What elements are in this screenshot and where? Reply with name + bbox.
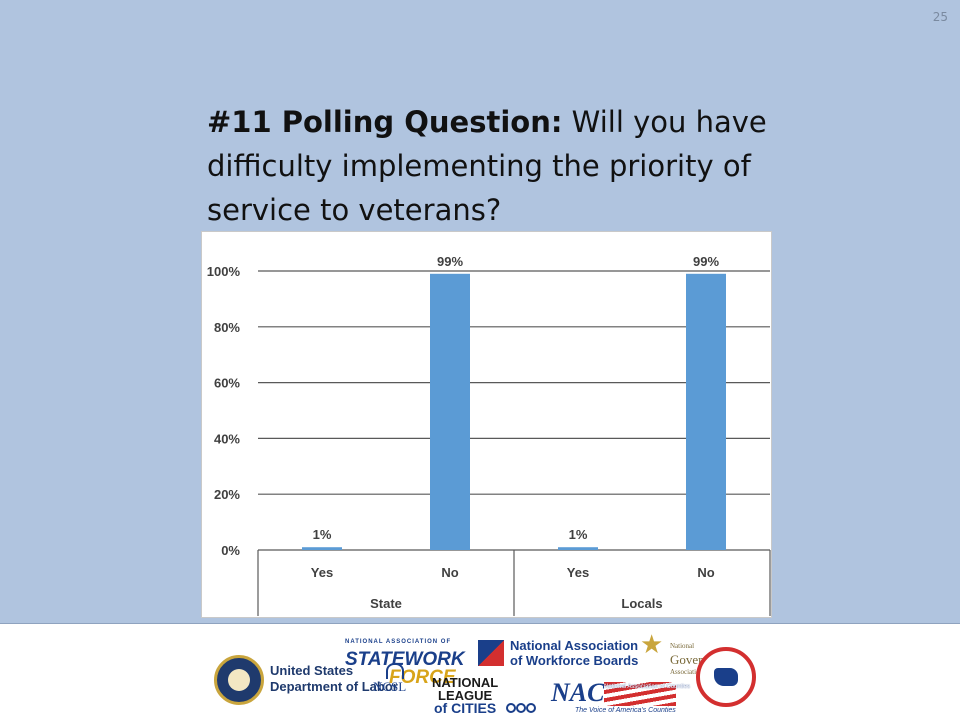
us-conference-of-mayors-seal [696, 647, 756, 707]
x-category-label: Yes [567, 565, 589, 580]
naco-sub-text: National Association of Counties [604, 684, 691, 690]
slide-title-rest: Will you have difficulty implementing th… [207, 105, 767, 227]
dol-logo-line-2: Department of Labor [270, 679, 398, 694]
bar [430, 273, 470, 550]
ncsl-text: NCSL [373, 679, 407, 694]
bar-data-label: 1% [313, 527, 332, 542]
nlc-rings-icon [506, 703, 536, 713]
ncsl-logo: NCSL [373, 663, 407, 695]
dol-logo-line-1: United States [270, 663, 354, 678]
stateworkforce-top: STATEWORK [345, 649, 465, 670]
nawb-logo-line-1: National Association [510, 638, 639, 653]
nlc-line-3: of CITIES [433, 700, 497, 716]
nawb-logo-text: National Association of Workforce Boards [510, 638, 638, 668]
slide-page-number: 25 [932, 10, 948, 24]
bar [686, 273, 726, 550]
y-tick-label: 100% [207, 264, 241, 279]
stateworkforce-bottom: FORCE [389, 667, 456, 688]
partner-logo-footer [0, 623, 960, 721]
bar-chart: 0% 20% 40% 60% 80% 100% 1% Yes 99% No 1% Yes 99% No St… [201, 231, 772, 618]
naco-flag-icon [604, 682, 676, 706]
naco-tagline: The Voice of America's Counties [575, 707, 676, 714]
x-category-label: Yes [311, 565, 333, 580]
slide-title: #11 Polling Question: Will you have diff… [207, 100, 807, 232]
y-tick-label: 0% [221, 543, 240, 558]
nlc-line-1: NATIONAL [432, 675, 499, 690]
bar [302, 547, 342, 550]
x-group-label: State [370, 596, 402, 611]
x-category-label: No [697, 565, 714, 580]
nga-bottom: Association [670, 668, 704, 676]
nlc-logo: NATIONAL LEAGUE of CITIES [432, 676, 498, 715]
star-icon: ★ [640, 630, 664, 659]
y-tick-label: 20% [214, 487, 240, 502]
bar-data-label: 1% [569, 527, 588, 542]
nawb-flag-icon [478, 640, 504, 666]
bar [558, 547, 598, 550]
nawb-logo-line-2: of Workforce Boards [510, 653, 639, 668]
nlc-line-2: LEAGUE [438, 688, 493, 703]
x-category-label: No [441, 565, 458, 580]
dol-seal-logo [214, 655, 264, 705]
stateworkforce-sub: NATIONAL ASSOCIATION OF [345, 639, 452, 645]
y-tick-label: 40% [214, 431, 240, 446]
y-tick-label: 60% [214, 376, 240, 391]
dol-logo-text: United States Department of Labor [270, 663, 398, 695]
x-group-label: Locals [621, 596, 662, 611]
bar-data-label: 99% [693, 254, 719, 269]
bar-chart-svg: 0% 20% 40% 60% 80% 100% 1% Yes 99% No 1% Yes 99% No St… [207, 254, 771, 616]
bar-data-label: 99% [437, 254, 463, 269]
y-tick-label: 80% [214, 320, 240, 335]
slide-title-bold: #11 Polling Question: [207, 105, 563, 139]
capitol-dome-icon [386, 663, 404, 679]
stateworkforce-logo: NATIONAL ASSOCIATION OF STATEWORK FORCE [345, 633, 465, 687]
nga-top: National [670, 642, 695, 650]
